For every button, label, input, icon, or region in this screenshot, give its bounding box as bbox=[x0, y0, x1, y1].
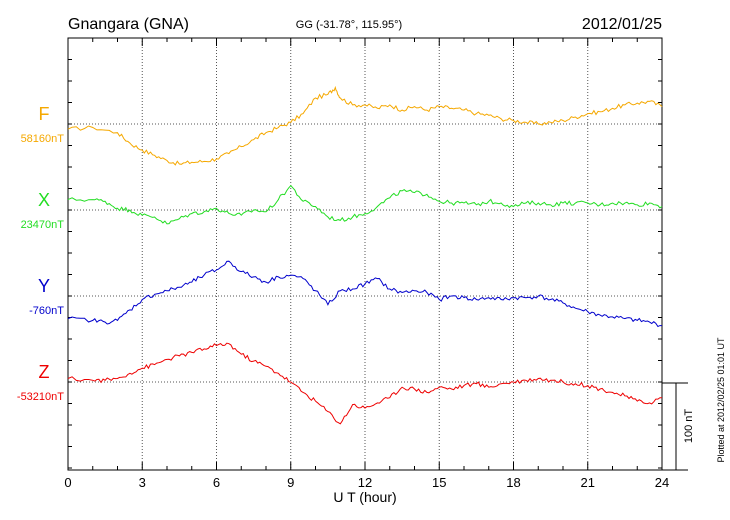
scale-bar: 100 nT bbox=[662, 382, 695, 471]
plotted-at-note: Plotted at 2012/02/25 01:01 UT bbox=[716, 337, 726, 463]
x-tick-label: 21 bbox=[581, 475, 595, 490]
x-tick-label: 15 bbox=[432, 475, 446, 490]
x-axis-title: U T (hour) bbox=[333, 489, 396, 505]
x-tick-label: 24 bbox=[655, 475, 669, 490]
series-name-y: Y bbox=[38, 276, 50, 296]
chart-date: 2012/01/25 bbox=[582, 16, 662, 33]
series-labels: F 58160nT X 23470nT Y -760nT Z -53210nT bbox=[17, 104, 64, 403]
series-baseline-z: -53210nT bbox=[17, 391, 64, 403]
scale-bar-label: 100 nT bbox=[683, 409, 695, 444]
x-tick-label: 0 bbox=[64, 475, 71, 490]
series-name-f: F bbox=[39, 104, 50, 124]
series-line-y bbox=[67, 260, 662, 328]
series-baseline-y: -760nT bbox=[29, 305, 64, 317]
x-tick-label: 12 bbox=[358, 475, 372, 490]
series-baseline-f: 58160nT bbox=[21, 133, 65, 145]
axis-ticks: 0 3 6 9 12 15 18 21 24 bbox=[64, 38, 669, 490]
series-baseline-x: 23470nT bbox=[21, 219, 65, 231]
series-lines bbox=[67, 85, 663, 425]
x-tick-label: 3 bbox=[139, 475, 146, 490]
series-line-z bbox=[67, 342, 662, 425]
grid-lines bbox=[68, 38, 662, 470]
series-line-x bbox=[67, 184, 663, 225]
x-tick-label: 18 bbox=[506, 475, 520, 490]
station-coords: GG (-31.78°, 115.95°) bbox=[296, 19, 402, 31]
series-line-f bbox=[67, 85, 663, 166]
x-tick-label: 6 bbox=[213, 475, 220, 490]
station-title: Gnangara (GNA) bbox=[68, 16, 189, 33]
series-name-z: Z bbox=[39, 362, 50, 382]
series-name-x: X bbox=[38, 190, 50, 210]
x-tick-label: 9 bbox=[287, 475, 294, 490]
